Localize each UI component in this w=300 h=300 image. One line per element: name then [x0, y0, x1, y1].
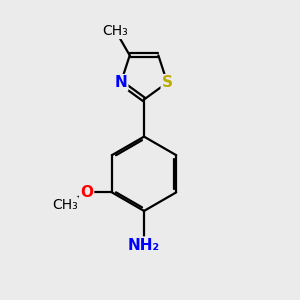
Text: S: S	[162, 75, 173, 90]
Text: CH₃: CH₃	[52, 198, 78, 212]
Text: O: O	[80, 185, 93, 200]
Text: N: N	[115, 75, 127, 90]
Text: CH₃: CH₃	[103, 24, 128, 38]
Text: NH₂: NH₂	[128, 238, 160, 253]
